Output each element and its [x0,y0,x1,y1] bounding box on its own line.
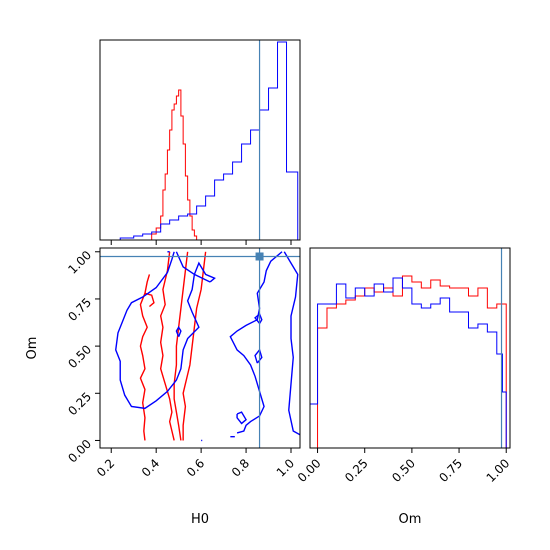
joint-x-tick: 0.6 [184,448,207,480]
joint-x-tick: 0.4 [139,448,162,480]
y-axis-label-om: Om [25,337,40,360]
om-x-tick: 0.00 [295,448,324,485]
joint-contour-panel: 0.2 0.4 0.6 0.8 1.0 0.00 0.25 0.50 0.75 1.00 [65,247,301,480]
om-x-tick: 0.75 [436,448,465,485]
om-hist-red-step [317,275,507,448]
om-x-tick-label: 1.00 [484,456,513,485]
om-x-tick: 0.25 [342,448,371,485]
red-contour-line [144,292,155,308]
blue-contour-line [229,251,283,434]
joint-y-tick-label: 0.25 [65,390,94,419]
om-x-ticks: 0.00 0.25 0.50 0.75 1.00 [295,448,512,485]
joint-x-tick-label: 0.6 [184,456,207,479]
red-contour-line [182,251,207,441]
blue-contour-line [254,348,263,364]
joint-x-tick-label: 0.4 [139,456,162,479]
blue-contour-line [115,251,216,410]
joint-x-ticks: 0.2 0.4 0.6 0.8 1.0 [94,448,297,480]
om-hist-blue-step [309,277,507,448]
joint-y-tick-label: 0.75 [65,295,94,324]
blue-contour-line [254,312,263,324]
blue-contour-line [175,325,182,337]
joint-x-tick: 0.2 [94,448,117,480]
joint-x-tick-label: 1.0 [274,456,297,479]
joint-y-tick: 0.00 [65,437,100,466]
om-histogram-panel: 0.00 0.25 0.50 0.75 1.00 [295,247,512,485]
red-contour-line [139,274,151,441]
blue-contour-line [175,251,211,283]
x-axis-label-om: Om [399,512,422,527]
joint-y-tick-label: 1.00 [65,248,94,277]
h0-hist-blue-step [119,41,299,240]
om-x-tick: 0.50 [389,448,418,485]
red-contours [139,251,207,441]
h0-hist-red-step [151,89,198,240]
h0-histogram-frame [99,39,301,241]
om-x-tick-label: 0.75 [436,456,465,485]
joint-y-tick: 0.75 [65,295,100,324]
h0-hist-x-ticks [110,240,292,245]
om-x-tick-label: 0.00 [295,456,324,485]
joint-y-tick-label: 0.00 [65,437,94,466]
h0-red-histogram [151,89,198,240]
red-contour-line [159,251,175,441]
joint-y-tick: 0.25 [65,390,100,419]
om-histogram-frame [309,247,511,449]
joint-x-tick: 1.0 [274,448,297,480]
joint-x-tick-label: 0.2 [94,456,117,479]
om-blue-histogram [309,277,507,448]
blue-contour-line [283,251,300,436]
red-contour-line [173,251,189,441]
om-red-histogram [317,275,507,448]
om-x-tick-label: 0.25 [342,456,371,485]
x-axis-label-h0: H0 [191,512,209,527]
joint-x-tick-label: 0.8 [229,456,252,479]
joint-y-ticks: 0.00 0.25 0.50 0.75 1.00 [65,248,100,465]
blue-contours [115,251,300,442]
joint-truth-lines [100,248,300,448]
joint-y-tick: 1.00 [65,248,100,277]
h0-blue-histogram [119,41,299,240]
om-x-tick: 1.00 [484,448,513,485]
joint-y-tick-label: 0.50 [65,342,94,371]
joint-x-tick: 0.8 [229,448,252,480]
truth-point-marker [255,252,264,261]
joint-y-tick: 0.50 [65,342,100,371]
joint-frame [99,247,301,449]
h0-histogram-panel [99,39,301,245]
om-x-tick-label: 0.50 [389,456,418,485]
blue-contour-line [236,411,247,425]
